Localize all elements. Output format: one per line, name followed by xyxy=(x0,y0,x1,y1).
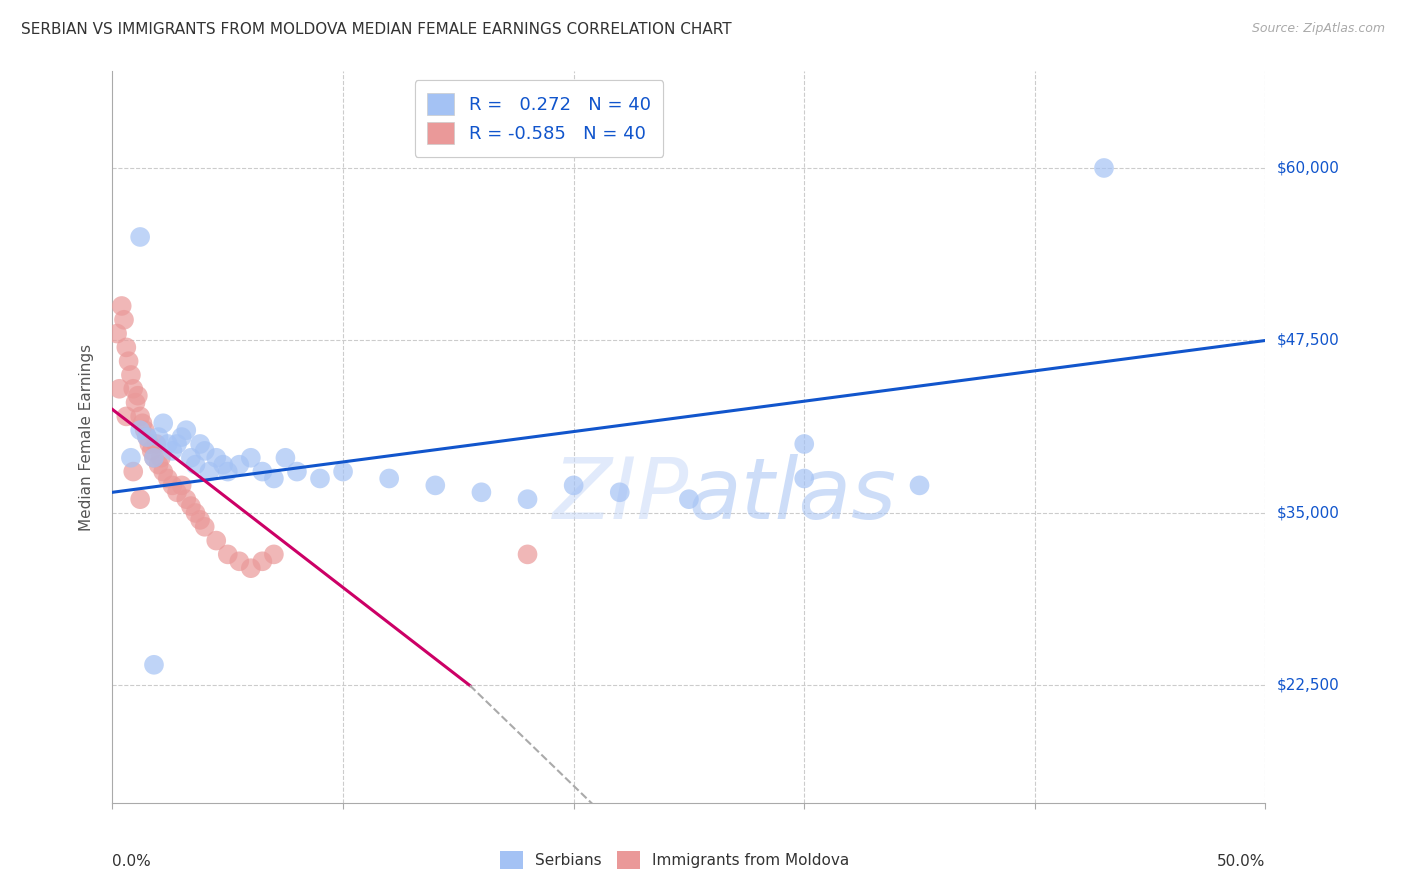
Point xyxy=(252,554,274,568)
Point xyxy=(108,382,131,396)
Point xyxy=(198,465,221,479)
Point xyxy=(120,450,142,465)
Point xyxy=(174,423,197,437)
Point xyxy=(180,450,202,465)
Point xyxy=(228,458,250,472)
Point xyxy=(188,437,211,451)
Point xyxy=(263,471,285,485)
Point xyxy=(129,492,152,507)
Point xyxy=(188,513,211,527)
Point xyxy=(156,437,179,451)
Point xyxy=(205,450,228,465)
Point xyxy=(112,312,135,326)
Text: $22,500: $22,500 xyxy=(1277,678,1340,693)
Point xyxy=(115,409,138,424)
Point xyxy=(332,465,354,479)
Point xyxy=(156,471,179,485)
Point xyxy=(166,485,188,500)
Point xyxy=(145,437,167,451)
Text: 50.0%: 50.0% xyxy=(1218,854,1265,869)
Point xyxy=(120,368,142,382)
Point xyxy=(239,450,262,465)
Text: $35,000: $35,000 xyxy=(1277,506,1340,521)
Point xyxy=(516,492,538,507)
Point xyxy=(117,354,139,368)
Point xyxy=(180,499,202,513)
Point xyxy=(263,548,285,562)
Point xyxy=(425,478,447,492)
Point xyxy=(793,471,815,485)
Point xyxy=(170,430,193,444)
Point xyxy=(124,395,146,409)
Point xyxy=(152,465,174,479)
Point xyxy=(194,520,217,534)
Text: SERBIAN VS IMMIGRANTS FROM MOLDOVA MEDIAN FEMALE EARNINGS CORRELATION CHART: SERBIAN VS IMMIGRANTS FROM MOLDOVA MEDIA… xyxy=(21,22,731,37)
Point xyxy=(194,443,217,458)
Point xyxy=(1092,161,1115,175)
Point xyxy=(162,478,184,492)
Point xyxy=(122,465,145,479)
Point xyxy=(122,382,145,396)
Point xyxy=(217,548,239,562)
Point xyxy=(793,437,815,451)
Point xyxy=(134,423,156,437)
Text: $60,000: $60,000 xyxy=(1277,161,1340,176)
Point xyxy=(174,492,197,507)
Point xyxy=(609,485,631,500)
Point xyxy=(162,443,184,458)
Point xyxy=(516,548,538,562)
Point xyxy=(143,450,166,465)
Point xyxy=(152,417,174,431)
Legend: R =   0.272   N = 40, R = -0.585   N = 40: R = 0.272 N = 40, R = -0.585 N = 40 xyxy=(415,80,664,157)
Point xyxy=(205,533,228,548)
Point xyxy=(115,340,138,354)
Point xyxy=(228,554,250,568)
Point xyxy=(678,492,700,507)
Point xyxy=(138,437,160,451)
Point xyxy=(148,458,170,472)
Text: $47,500: $47,500 xyxy=(1277,333,1340,348)
Point xyxy=(143,450,166,465)
Point xyxy=(212,458,235,472)
Point xyxy=(149,450,172,465)
Point xyxy=(111,299,134,313)
Point xyxy=(127,389,149,403)
Text: 0.0%: 0.0% xyxy=(112,854,152,869)
Legend: Serbians, Immigrants from Moldova: Serbians, Immigrants from Moldova xyxy=(494,845,856,875)
Point xyxy=(129,423,152,437)
Point xyxy=(274,450,297,465)
Point xyxy=(129,409,152,424)
Point xyxy=(285,465,308,479)
Point xyxy=(141,443,163,458)
Point xyxy=(148,430,170,444)
Point xyxy=(129,230,152,244)
Point xyxy=(131,417,153,431)
Point xyxy=(217,465,239,479)
Point xyxy=(252,465,274,479)
Point xyxy=(309,471,332,485)
Point xyxy=(136,430,159,444)
Point xyxy=(143,657,166,672)
Point xyxy=(136,430,159,444)
Y-axis label: Median Female Earnings: Median Female Earnings xyxy=(79,343,94,531)
Text: Source: ZipAtlas.com: Source: ZipAtlas.com xyxy=(1251,22,1385,36)
Point xyxy=(378,471,401,485)
Text: ZIP: ZIP xyxy=(553,454,689,537)
Text: atlas: atlas xyxy=(689,454,897,537)
Point xyxy=(239,561,262,575)
Point xyxy=(470,485,492,500)
Point xyxy=(184,458,207,472)
Point xyxy=(184,506,207,520)
Point xyxy=(908,478,931,492)
Point xyxy=(562,478,585,492)
Point xyxy=(166,437,188,451)
Point xyxy=(170,478,193,492)
Point xyxy=(105,326,128,341)
